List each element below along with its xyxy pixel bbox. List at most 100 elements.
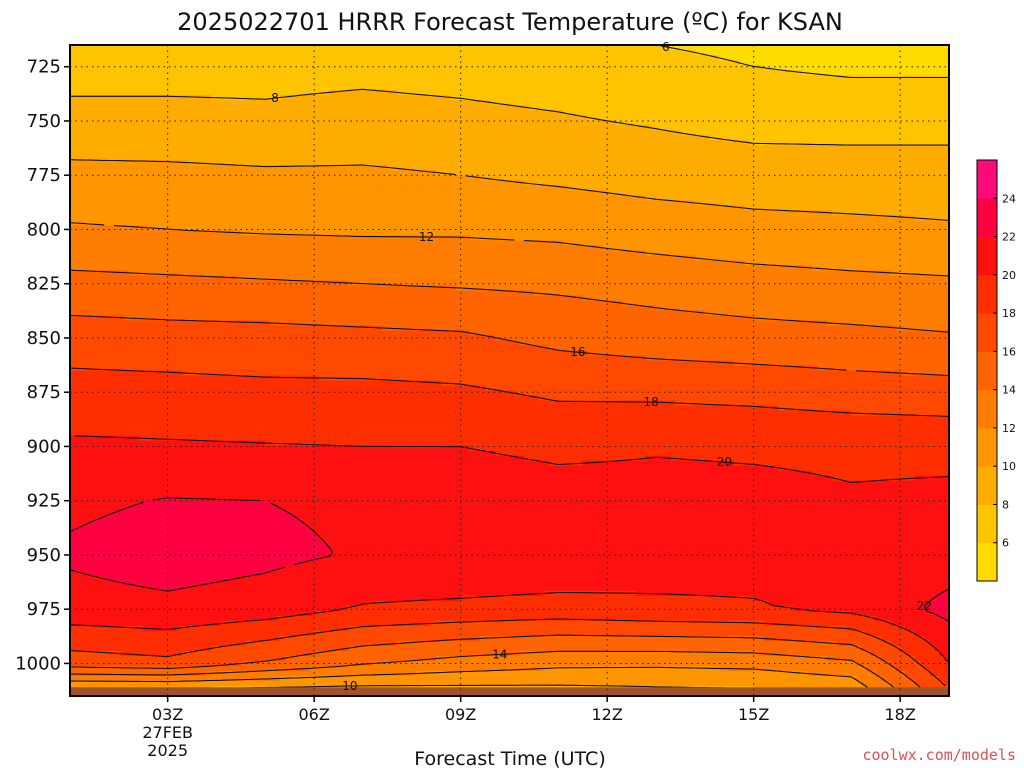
temperature-cell (617, 85, 622, 91)
temperature-cell (529, 75, 534, 81)
temperature-cell (221, 75, 226, 81)
temperature-cell (817, 110, 822, 116)
temperature-cell (768, 110, 773, 116)
temperature-cell (563, 100, 568, 106)
temperature-cell (300, 65, 305, 71)
temperature-cell (822, 80, 827, 86)
temperature-cell (744, 85, 749, 91)
temperature-cell (485, 65, 490, 71)
temperature-cell (158, 85, 163, 91)
temperature-cell (568, 95, 573, 101)
temperature-cell (759, 70, 764, 76)
temperature-cell (578, 95, 583, 101)
temperature-cell (85, 110, 90, 116)
temperature-cell (739, 70, 744, 76)
temperature-cell (744, 50, 749, 56)
temperature-cell (534, 70, 539, 76)
temperature-cell (812, 105, 817, 111)
temperature-cell (656, 85, 661, 91)
temperature-cell (680, 100, 685, 106)
temperature-cell (270, 75, 275, 81)
temperature-cell (119, 105, 124, 111)
temperature-cell (676, 110, 681, 116)
temperature-cell (290, 110, 295, 116)
temperature-cell (417, 65, 422, 71)
temperature-cell (939, 90, 944, 96)
temperature-cell (192, 75, 197, 81)
temperature-cell (153, 105, 158, 111)
temperature-cell (876, 85, 881, 91)
temperature-cell (881, 70, 886, 76)
temperature-cell (446, 85, 451, 91)
temperature-cell (485, 105, 490, 111)
temperature-cell (641, 50, 646, 56)
temperature-cell (724, 100, 729, 106)
temperature-cell (939, 70, 944, 76)
temperature-cell (553, 50, 558, 56)
temperature-cell (304, 50, 309, 56)
temperature-cell (158, 70, 163, 76)
temperature-cell (129, 65, 134, 71)
temperature-cell (363, 95, 368, 101)
temperature-cell (265, 55, 270, 61)
temperature-cell (236, 50, 241, 56)
temperature-cell (700, 60, 705, 66)
temperature-cell (470, 55, 475, 61)
temperature-cell (788, 60, 793, 66)
temperature-cell (734, 65, 739, 71)
temperature-cell (94, 70, 99, 76)
temperature-cell (295, 55, 300, 61)
temperature-cell (231, 80, 236, 86)
temperature-cell (197, 110, 202, 116)
temperature-cell (534, 90, 539, 96)
temperature-cell (597, 65, 602, 71)
temperature-cell (632, 100, 637, 106)
temperature-cell (426, 75, 431, 81)
temperature-cell (295, 110, 300, 116)
temperature-cell (734, 105, 739, 111)
temperature-cell (265, 80, 270, 86)
temperature-cell (104, 105, 109, 111)
temperature-cell (632, 50, 637, 56)
temperature-cell (832, 50, 837, 56)
temperature-cell (290, 60, 295, 66)
temperature-cross-section-chart: 2025022701 HRRR Forecast Temperature (ºC… (0, 0, 1024, 768)
temperature-cell (519, 100, 524, 106)
temperature-cell (573, 75, 578, 81)
temperature-cell (856, 80, 861, 86)
temperature-cell (798, 65, 803, 71)
temperature-cell (177, 60, 182, 66)
temperature-cell (412, 65, 417, 71)
temperature-cell (236, 85, 241, 91)
temperature-cell (788, 110, 793, 116)
temperature-cell (510, 60, 515, 66)
temperature-cell (749, 75, 754, 81)
temperature-cell (207, 105, 212, 111)
temperature-cell (451, 80, 456, 86)
temperature-cell (505, 70, 510, 76)
temperature-cell (392, 95, 397, 101)
temperature-cell (529, 70, 534, 76)
temperature-cell (568, 100, 573, 106)
temperature-cell (387, 50, 392, 56)
temperature-cell (378, 85, 383, 91)
temperature-cell (451, 100, 456, 106)
temperature-cell (832, 65, 837, 71)
temperature-cell (803, 110, 808, 116)
temperature-cell (75, 85, 80, 91)
temperature-cell (446, 70, 451, 76)
temperature-cell (353, 50, 358, 56)
temperature-cell (353, 75, 358, 81)
temperature-cell (890, 50, 895, 56)
temperature-cell (842, 95, 847, 101)
temperature-cell (690, 100, 695, 106)
temperature-cell (383, 65, 388, 71)
temperature-cell (558, 90, 563, 96)
temperature-cell (363, 105, 368, 111)
temperature-cell (876, 80, 881, 86)
temperature-cell (671, 65, 676, 71)
temperature-cell (300, 95, 305, 101)
temperature-cell (304, 75, 309, 81)
temperature-cell (490, 60, 495, 66)
temperature-cell (451, 65, 456, 71)
